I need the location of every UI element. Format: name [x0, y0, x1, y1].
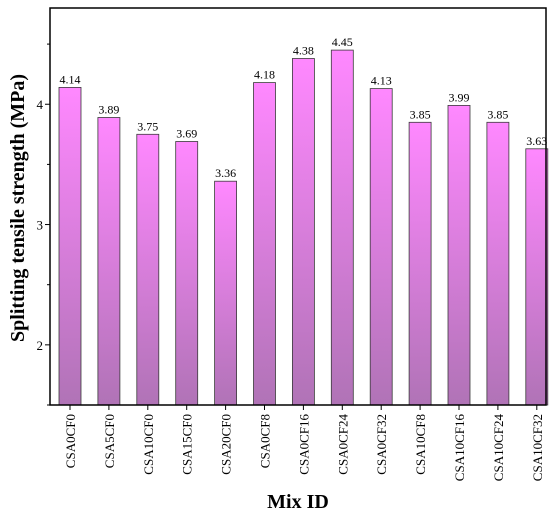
bar-CSA20CF0 — [214, 180, 238, 406]
x-axis-title: Mix ID — [267, 491, 329, 513]
x-tick-label-CSA10CF32: CSA10CF32 — [530, 414, 545, 481]
y-tick-label-3: 3 — [37, 218, 44, 233]
bar-CSA0CF0 — [58, 87, 82, 406]
bar-CSA10CF16 — [447, 105, 471, 406]
bar-CSA0CF8 — [253, 82, 276, 406]
bar-CSA0CF24 — [330, 49, 354, 406]
x-tick-label-CSA5CF0: CSA5CF0 — [102, 414, 117, 468]
x-tick-label-CSA0CF24: CSA0CF24 — [335, 414, 350, 475]
value-label-CSA10CF8: 3.85 — [410, 107, 431, 121]
x-tick-label-CSA0CF8: CSA0CF8 — [258, 414, 273, 468]
bar-CSA10CF24 — [486, 121, 510, 406]
x-tick-label-CSA20CF0: CSA20CF0 — [219, 414, 234, 475]
value-label-CSA10CF24: 3.85 — [487, 107, 508, 121]
x-tick-label-CSA10CF24: CSA10CF24 — [491, 414, 506, 482]
bar-CSA10CF0 — [136, 133, 160, 406]
value-label-CSA0CF32: 4.13 — [371, 74, 392, 88]
y-tick-label-4: 4 — [37, 97, 44, 112]
bar-CSA5CF0 — [97, 117, 121, 406]
x-tick-label-CSA15CF0: CSA15CF0 — [180, 414, 195, 475]
y-axis-title: Splitting tensile strength (MPa) — [7, 74, 29, 342]
x-tick-label-CSA10CF8: CSA10CF8 — [413, 414, 428, 475]
value-label-CSA0CF16: 4.38 — [293, 44, 314, 58]
value-label-CSA0CF24: 4.45 — [332, 35, 353, 49]
bars-group — [58, 49, 549, 406]
value-label-CSA10CF0: 3.75 — [137, 119, 158, 133]
y-tick-label-2: 2 — [37, 338, 44, 353]
value-label-CSA5CF0: 3.89 — [98, 103, 119, 117]
value-labels-group: 4.14 3.89 3.75 3.69 3.36 4.18 4.38 4.45 4.13 3.85… — [60, 35, 548, 180]
y-axis-ticks: 2 3 4 — [37, 43, 50, 406]
bar-CSA0CF16 — [291, 58, 315, 406]
value-label-CSA10CF32: 3.63 — [526, 134, 547, 148]
value-label-CSA15CF0: 3.69 — [176, 127, 197, 141]
x-tick-label-CSA10CF16: CSA10CF16 — [452, 414, 467, 482]
x-tick-label-CSA10CF0: CSA10CF0 — [141, 414, 156, 475]
value-label-CSA10CF16: 3.99 — [449, 90, 470, 104]
bar-CSA10CF8 — [408, 121, 432, 406]
value-label-CSA0CF0: 4.14 — [60, 72, 81, 86]
x-tick-label-CSA0CF16: CSA0CF16 — [296, 414, 311, 475]
x-axis-ticks: CSA0CF0 CSA5CF0 CSA10CF0 CSA15CF0 CSA20CF0 CS… — [63, 405, 545, 481]
x-tick-label-CSA0CF32: CSA0CF32 — [374, 414, 389, 475]
plot-frame — [49, 7, 547, 406]
value-label-CSA0CF8: 4.18 — [254, 68, 275, 82]
x-tick-label-CSA0CF0: CSA0CF0 — [63, 414, 78, 468]
bar-CSA10CF32 — [525, 148, 549, 406]
bar-CSA15CF0 — [175, 141, 199, 406]
value-label-CSA20CF0: 3.36 — [215, 166, 236, 180]
bar-CSA0CF32 — [369, 88, 393, 406]
